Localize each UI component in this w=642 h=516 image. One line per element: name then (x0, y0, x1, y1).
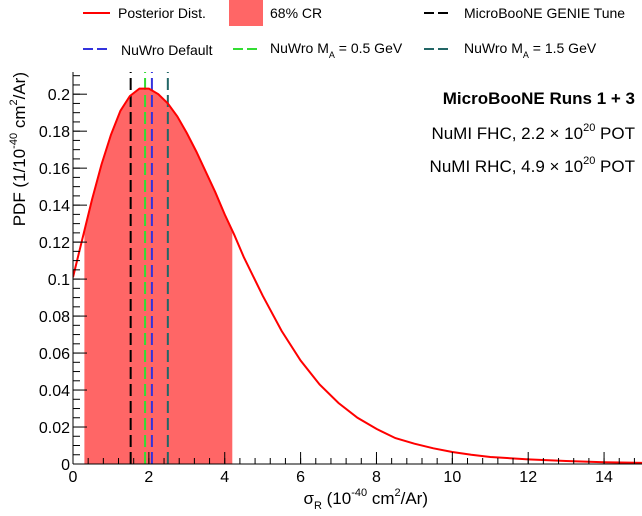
x-tick-label: 12 (519, 469, 537, 486)
y-axis-title: PDF (1/10-40 cm2/Ar) (8, 72, 29, 226)
y-tick-label: 0.18 (39, 124, 70, 141)
x-tick-label: 10 (443, 469, 461, 486)
x-tick-label: 0 (69, 469, 78, 486)
legend-genie-label: MicroBooNE GENIE Tune (464, 5, 625, 21)
x-tick-label: 6 (296, 469, 305, 486)
legend: Posterior Dist. 68% CR MicroBooNE GENIE … (83, 0, 625, 60)
y-tick-label: 0.1 (48, 272, 70, 289)
annotation-fhc: NuMI FHC, 2.2 × 1020 POT (431, 122, 635, 143)
x-tick-label: 14 (595, 469, 613, 486)
y-tick-label: 0.06 (39, 346, 70, 363)
y-tick-label: 0.16 (39, 161, 70, 178)
x-axis-title: σR (10-40 cm2/Ar) (303, 487, 428, 512)
y-tick-label: 0.02 (39, 420, 70, 437)
annotation-title: MicroBooNE Runs 1 + 3 (443, 89, 635, 108)
y-tick-label: 0.08 (39, 309, 70, 326)
annotation-rhc: NuMI RHC, 4.9 × 1020 POT (430, 155, 635, 176)
legend-cr-swatch (229, 0, 263, 26)
x-tick-label: 4 (220, 469, 229, 486)
y-tick-label: 0.12 (39, 235, 70, 252)
legend-cr-label: 68% CR (270, 5, 322, 21)
legend-nuwro-default-label: NuWro Default (121, 42, 213, 58)
y-tick-label: 0.04 (39, 383, 70, 400)
legend-nuwro-05-label: NuWro MA = 0.5 GeV (270, 40, 403, 60)
y-tick-label: 0.2 (48, 87, 70, 104)
legend-posterior-label: Posterior Dist. (118, 5, 206, 21)
posterior-curve (73, 87, 642, 464)
x-tick-label: 2 (144, 469, 153, 486)
credible-region-area (84, 88, 233, 464)
y-tick-label: 0.14 (39, 198, 70, 215)
y-tick-label: 0 (61, 457, 70, 474)
x-tick-label: 8 (372, 469, 381, 486)
legend-nuwro-15-label: NuWro MA = 1.5 GeV (464, 40, 597, 60)
